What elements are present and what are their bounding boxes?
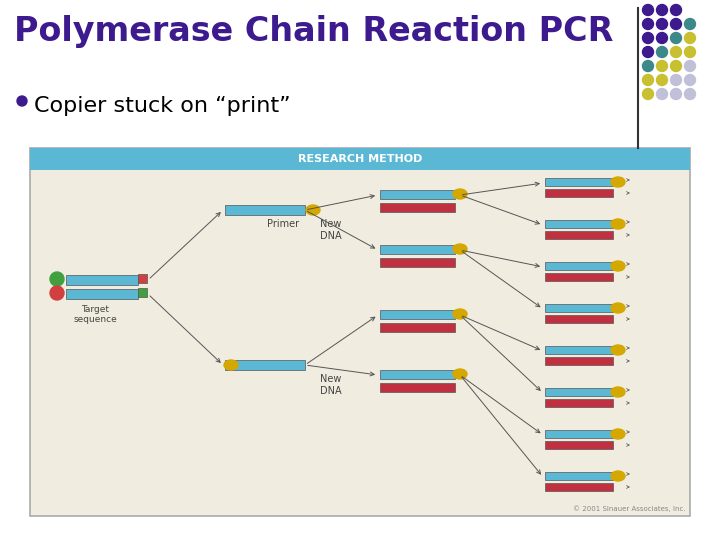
Circle shape [17,96,27,106]
Ellipse shape [611,429,625,439]
Bar [225,360,305,370]
Ellipse shape [453,309,467,319]
Bar [545,483,613,491]
Circle shape [670,89,682,99]
Circle shape [685,75,696,85]
Bar [545,220,613,228]
Bar [380,310,455,319]
Bar [545,304,613,312]
Bar [545,430,613,438]
Circle shape [657,18,667,30]
Circle shape [685,89,696,99]
Text: New
DNA: New DNA [320,374,341,396]
Bar [380,383,455,392]
Bar [66,275,138,285]
Bar [30,148,690,170]
Bar [380,203,455,212]
Bar [545,231,613,239]
Ellipse shape [453,189,467,199]
Circle shape [657,32,667,44]
Bar [66,289,138,299]
Ellipse shape [611,219,625,229]
Ellipse shape [224,360,238,370]
Bar [545,262,613,270]
Text: Polymerase Chain Reaction PCR: Polymerase Chain Reaction PCR [14,15,613,48]
Bar [545,388,613,396]
Circle shape [642,4,654,16]
Circle shape [685,32,696,44]
Bar [545,178,613,186]
Bar [138,274,147,283]
Text: New
DNA: New DNA [320,219,341,241]
Ellipse shape [611,261,625,271]
Bar [380,245,455,254]
Circle shape [670,18,682,30]
Circle shape [642,32,654,44]
Circle shape [670,75,682,85]
Circle shape [50,286,64,300]
Bar [545,399,613,407]
Bar [380,190,455,199]
Circle shape [670,32,682,44]
Circle shape [685,46,696,57]
Bar [380,258,455,267]
Bar [380,370,455,379]
Circle shape [642,18,654,30]
Bar [545,441,613,449]
Ellipse shape [611,345,625,355]
Circle shape [670,4,682,16]
Circle shape [670,60,682,71]
Circle shape [642,46,654,57]
Ellipse shape [611,303,625,313]
Circle shape [685,18,696,30]
Bar [545,315,613,323]
Bar [545,346,613,354]
Ellipse shape [611,471,625,481]
Text: Primer: Primer [267,219,299,229]
Circle shape [642,89,654,99]
Circle shape [642,75,654,85]
Bar [545,189,613,197]
Circle shape [642,60,654,71]
Ellipse shape [611,177,625,187]
Circle shape [657,75,667,85]
Circle shape [657,46,667,57]
Text: © 2001 Sinauer Associates, Inc.: © 2001 Sinauer Associates, Inc. [573,505,686,512]
Bar [380,323,455,332]
Bar [225,205,305,215]
Text: RESEARCH METHOD: RESEARCH METHOD [298,154,422,164]
Bar [138,288,147,297]
Circle shape [670,46,682,57]
Circle shape [685,60,696,71]
Bar [30,148,690,516]
Ellipse shape [453,369,467,379]
Text: Copier stuck on “print”: Copier stuck on “print” [34,96,291,116]
Text: Target
sequence: Target sequence [73,305,117,325]
Bar [545,273,613,281]
Circle shape [657,89,667,99]
Bar [545,472,613,480]
Bar [545,357,613,365]
Ellipse shape [453,244,467,254]
Ellipse shape [306,205,320,215]
Circle shape [657,4,667,16]
Circle shape [50,272,64,286]
Circle shape [657,60,667,71]
Ellipse shape [611,387,625,397]
